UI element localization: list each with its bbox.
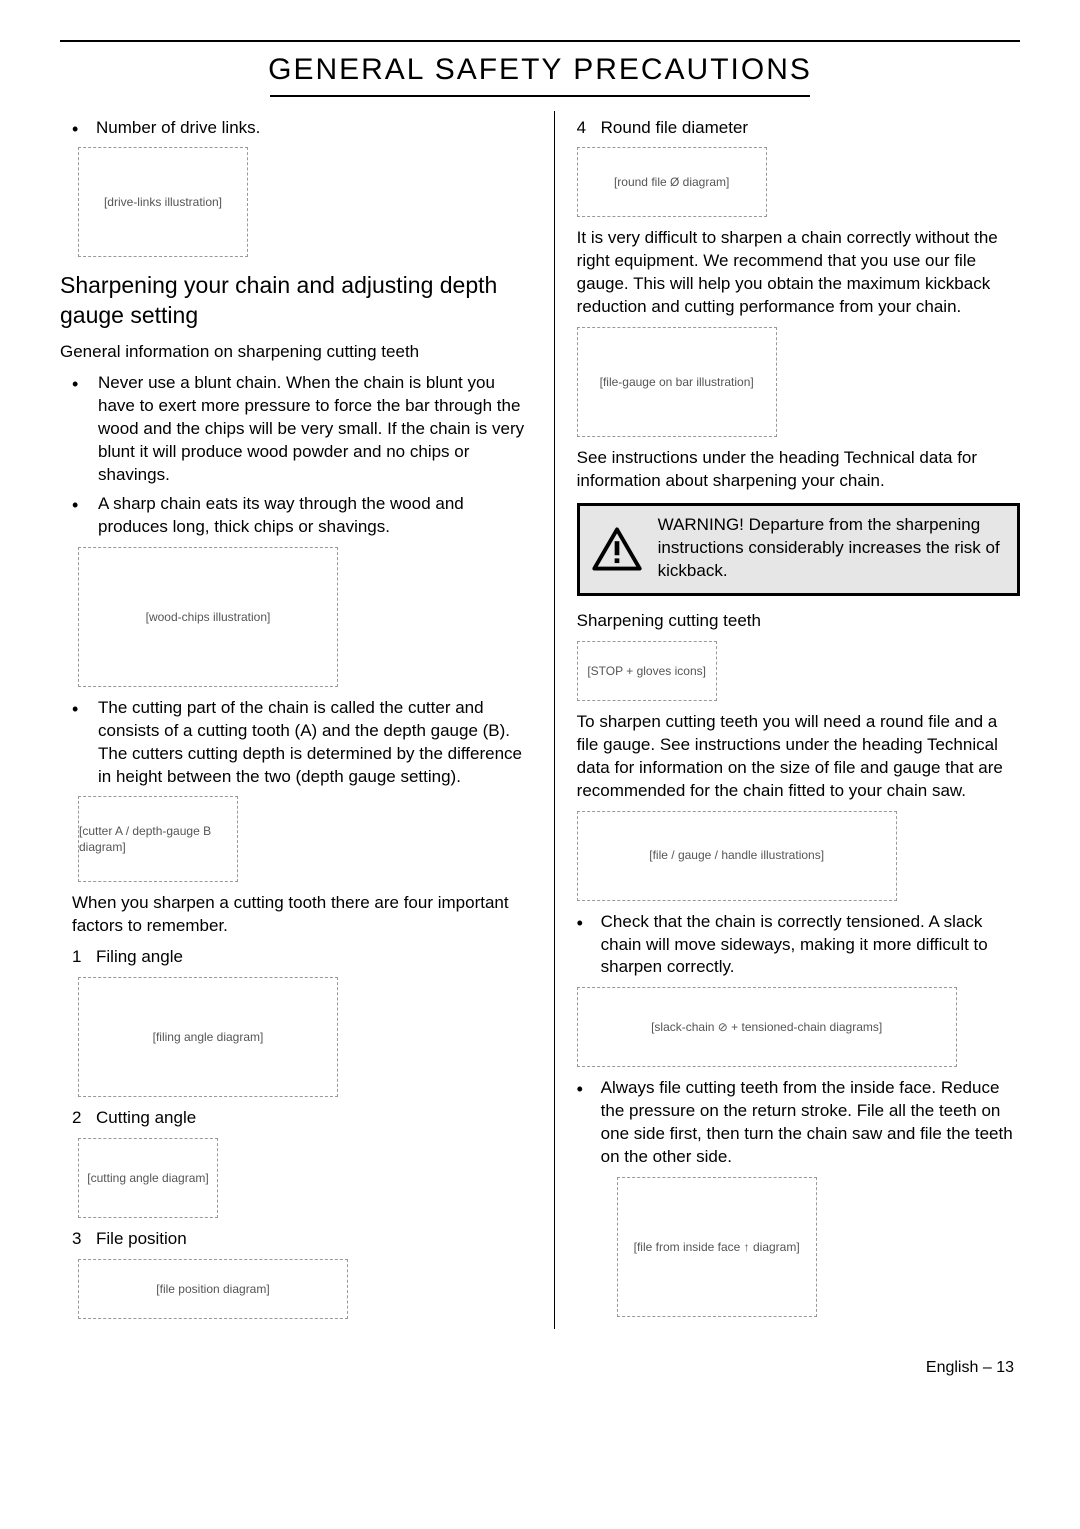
figure-tension: [slack-chain ⊘ + tensioned-chain diagram… [577, 987, 957, 1067]
page-title: GENERAL SAFETY PRECAUTIONS [60, 50, 1020, 91]
page-footer: English – 13 [60, 1357, 1020, 1379]
footer-page-number: 13 [996, 1359, 1014, 1376]
section-sharpening-heading: Sharpening your chain and adjusting dept… [60, 271, 526, 331]
bullet-cutter-ab: The cutting part of the chain is called … [72, 697, 526, 789]
figure-caption: [drive-links illustration] [104, 194, 222, 210]
factor-3: File position [72, 1228, 526, 1251]
two-column-layout: Number of drive links. [drive-links illu… [60, 111, 1020, 1330]
figure-caption: [wood-chips illustration] [146, 609, 271, 625]
figure-caption: [cutting angle diagram] [87, 1170, 208, 1186]
title-underline [270, 95, 810, 97]
warning-box: WARNING! Departure from the sharpening i… [577, 503, 1020, 596]
figure-caption: [file position diagram] [156, 1281, 269, 1297]
sub-sharpen-teeth: Sharpening cutting teeth [577, 610, 1020, 633]
figure-cutting-angle: [cutting angle diagram] [78, 1138, 218, 1218]
factor-4: Round file diameter [577, 117, 1020, 140]
figure-stop-gloves: [STOP + gloves icons] [577, 641, 717, 701]
figure-caption: [filing angle diagram] [153, 1029, 264, 1045]
footer-separator: – [983, 1359, 992, 1376]
figure-caption: [file from inside face ↑ diagram] [634, 1239, 800, 1255]
bullet-file-direction: Always file cutting teeth from the insid… [577, 1077, 1020, 1169]
top-rule [60, 40, 1020, 42]
para-need-file-gauge: To sharpen cutting teeth you will need a… [577, 711, 1020, 803]
para-equipment: It is very difficult to sharpen a chain … [577, 227, 1020, 319]
factors-list: Filing angle [60, 946, 526, 969]
figure-file-gauge: [file-gauge on bar illustration] [577, 327, 777, 437]
figure-caption: [cutter A / depth-gauge B diagram] [79, 823, 237, 855]
factors-list-3: File position [60, 1228, 526, 1251]
sub-general-info: General information on sharpening cuttin… [60, 341, 526, 364]
bullet-blunt-chain: Never use a blunt chain. When the chain … [72, 372, 526, 487]
right-bullets-1: Check that the chain is correctly tensio… [577, 911, 1020, 980]
factors-list-2: Cutting angle [60, 1107, 526, 1130]
factors-intro: When you sharpen a cutting tooth there a… [60, 892, 526, 938]
footer-label: English [926, 1359, 978, 1376]
drive-links-bullet: Number of drive links. [60, 117, 526, 140]
figure-caption: [slack-chain ⊘ + tensioned-chain diagram… [651, 1019, 882, 1035]
bullet-tension: Check that the chain is correctly tensio… [577, 911, 1020, 980]
warning-text: WARNING! Departure from the sharpening i… [654, 506, 1017, 593]
figure-caption: [file / gauge / handle illustrations] [649, 847, 824, 863]
figure-drive-links: [drive-links illustration] [78, 147, 248, 257]
figure-caption: [STOP + gloves icons] [587, 663, 706, 679]
factors-list-4: Round file diameter [577, 117, 1020, 140]
figure-file-direction: [file from inside face ↑ diagram] [617, 1177, 817, 1317]
bullet-sharp-chain: A sharp chain eats its way through the w… [72, 493, 526, 539]
cutter-bullet: The cutting part of the chain is called … [60, 697, 526, 789]
figure-cutter-ab: [cutter A / depth-gauge B diagram] [78, 796, 238, 882]
figure-chips: [wood-chips illustration] [78, 547, 338, 687]
figure-filing-angle: [filing angle diagram] [78, 977, 338, 1097]
right-column: Round file diameter [round file Ø diagra… [554, 111, 1020, 1330]
figure-file-position: [file position diagram] [78, 1259, 348, 1319]
factor-1: Filing angle [72, 946, 526, 969]
figure-tools: [file / gauge / handle illustrations] [577, 811, 897, 901]
figure-caption: [file-gauge on bar illustration] [600, 374, 754, 390]
general-bullets: Never use a blunt chain. When the chain … [60, 372, 526, 539]
right-bullets-2: Always file cutting teeth from the insid… [577, 1077, 1020, 1169]
figure-caption: [round file Ø diagram] [614, 174, 729, 190]
factor-2: Cutting angle [72, 1107, 526, 1130]
para-technical-data: See instructions under the heading Techn… [577, 447, 1020, 493]
figure-round-file: [round file Ø diagram] [577, 147, 767, 217]
warning-triangle-icon [580, 506, 654, 593]
bullet-drive-links: Number of drive links. [72, 117, 526, 140]
left-column: Number of drive links. [drive-links illu… [60, 111, 526, 1330]
